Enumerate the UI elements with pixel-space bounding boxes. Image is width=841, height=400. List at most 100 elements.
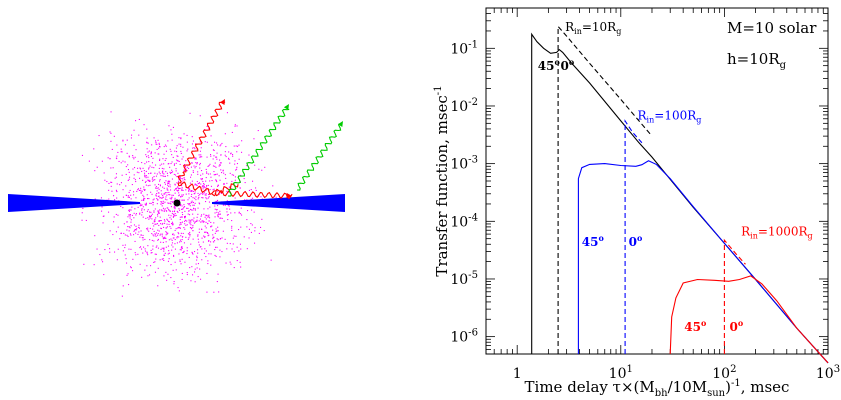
corona-dot (137, 189, 139, 191)
corona-dot (138, 227, 140, 229)
corona-dot (217, 230, 219, 232)
corona-dot (201, 228, 203, 230)
corona-dot (248, 189, 250, 191)
corona-dot (185, 219, 187, 221)
corona-dot (170, 227, 172, 229)
corona-dot (184, 215, 186, 217)
corona-dot (173, 215, 175, 217)
corona-dot (190, 166, 192, 168)
corona-dot (125, 185, 127, 187)
corona-dot (196, 255, 198, 257)
corona-dot (169, 180, 171, 182)
corona-dot (163, 209, 165, 211)
corona-dot (129, 217, 131, 219)
corona-dot (208, 196, 210, 198)
corona-dot (218, 165, 220, 167)
corona-dot (182, 156, 184, 158)
axis-tick-labels: 1 101 102 103 10-1 10-2 10-3 10-4 10-5 10-6 (450, 39, 840, 382)
corona-dot (164, 175, 166, 177)
corona-dot (161, 223, 163, 225)
corona-dot (189, 112, 191, 114)
corona-dot (162, 258, 164, 260)
corona-dot (160, 223, 162, 225)
corona-dot (147, 209, 149, 211)
corona-dot (122, 160, 124, 162)
corona-dot (181, 258, 183, 260)
corona-dot (201, 220, 203, 222)
corona-dot (168, 220, 170, 222)
corona-dot (163, 187, 165, 189)
corona-dot (206, 291, 208, 293)
corona-dot (140, 168, 142, 170)
corona-dot (189, 208, 191, 210)
corona-dot (147, 176, 149, 178)
corona-dot (145, 154, 147, 156)
corona-dot (149, 180, 151, 182)
corona-dot (234, 163, 236, 165)
corona-dot (236, 151, 238, 153)
corona-dot (153, 198, 155, 200)
corona-dot (127, 216, 129, 218)
corona-dot (150, 215, 152, 217)
corona-dot (141, 199, 143, 201)
corona-dot (195, 162, 197, 164)
corona-dot (161, 201, 163, 203)
corona-dot (135, 254, 137, 256)
corona-dot (189, 220, 191, 222)
corona-dot (177, 186, 179, 188)
corona-dot (180, 222, 182, 224)
corona-dot (194, 191, 196, 193)
corona-dot (209, 189, 211, 191)
corona-dot (205, 168, 207, 170)
corona-dot (169, 184, 171, 186)
corona-dot (162, 175, 164, 177)
corona-dot (205, 256, 207, 258)
corona-dot (136, 190, 138, 192)
corona-dot (215, 228, 217, 230)
corona-dot (199, 246, 201, 248)
corona-dot (206, 141, 208, 143)
corona-dot (207, 173, 209, 175)
disk-corona-illustration (8, 99, 345, 297)
corona-dot (208, 128, 210, 130)
corona-dot (161, 247, 163, 249)
corona-dot (190, 243, 192, 245)
axis-ticks (485, 7, 829, 355)
corona-dot (144, 248, 146, 250)
direct-ray (227, 108, 290, 197)
corona-dot (196, 267, 198, 269)
series-2 (669, 238, 829, 364)
corona-dot (170, 206, 172, 208)
corona-dot (184, 210, 186, 212)
corona-dot (126, 139, 128, 141)
direct-ray (296, 123, 342, 191)
corona-dot (208, 214, 210, 216)
corona-dot (179, 260, 181, 262)
corona-dot (174, 183, 176, 185)
corona-dot (191, 143, 193, 145)
corona-dot (233, 235, 235, 237)
corona-dot (171, 212, 173, 214)
corona-dot (165, 271, 167, 273)
corona-dot (149, 184, 151, 186)
corona-dot (229, 172, 231, 174)
corona-dot (174, 213, 176, 215)
corona-dot (153, 225, 155, 227)
corona-dot (217, 199, 219, 201)
corona-dot (153, 179, 155, 181)
corona-dot (219, 249, 221, 251)
corona-dot (238, 212, 240, 214)
corona-dot (211, 180, 213, 182)
corona-dot (238, 229, 240, 231)
corona-dot (210, 264, 212, 266)
corona-dot (194, 251, 196, 253)
corona-dot (160, 233, 162, 235)
corona-dot (156, 143, 158, 145)
corona-dot (254, 230, 256, 232)
corona-dot (157, 199, 159, 201)
corona-dot (164, 254, 166, 256)
corona-dot (206, 215, 208, 217)
corona-dot (169, 166, 171, 168)
corona-dot (180, 235, 182, 237)
